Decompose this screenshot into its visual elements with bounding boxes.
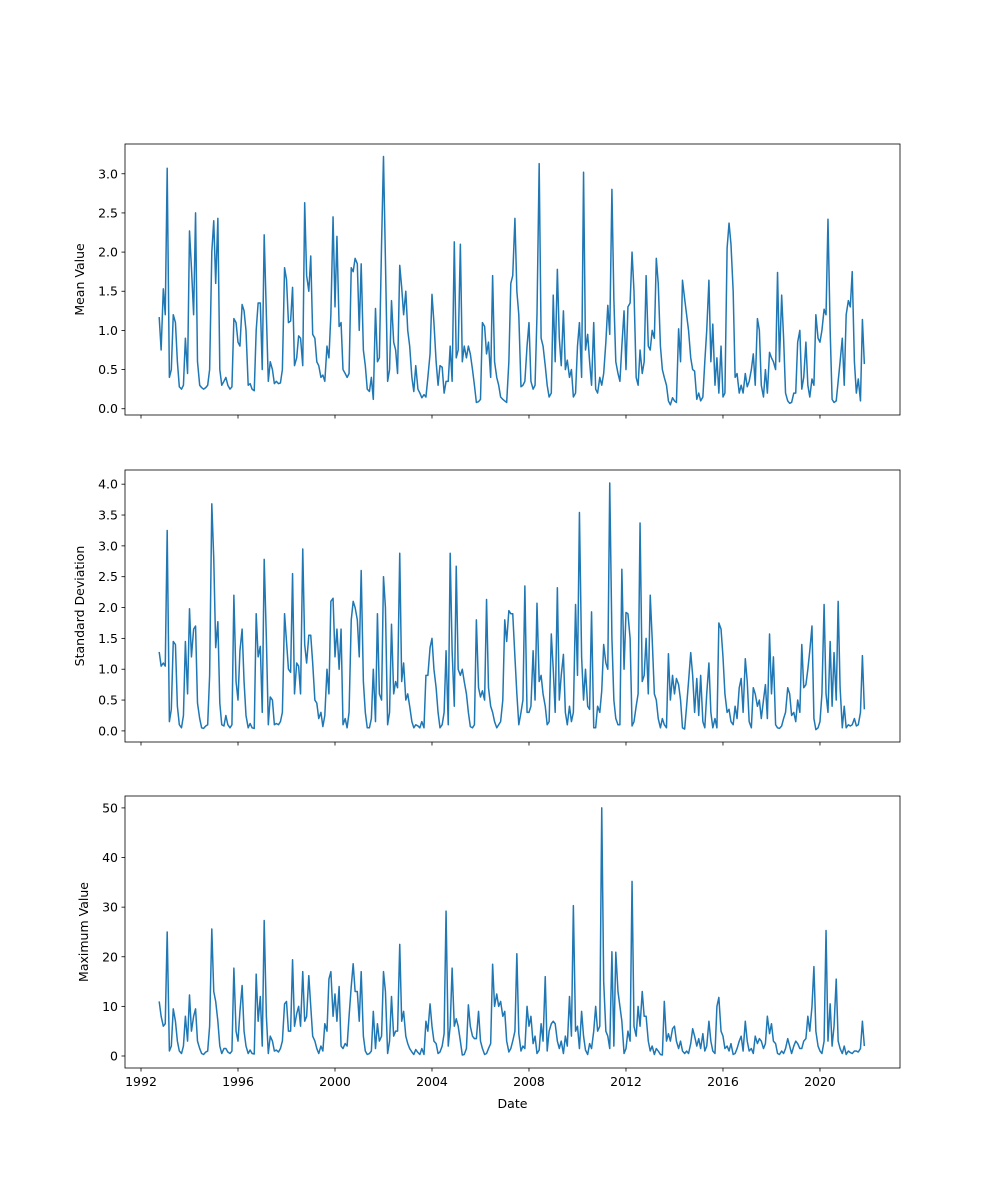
y-tick-label: 40	[102, 850, 118, 865]
y-tick-label: 1.5	[98, 284, 118, 299]
x-tick-label: 1996	[222, 1074, 254, 1089]
data-line	[158, 482, 866, 731]
y-tick-label: 2.5	[98, 569, 118, 584]
x-tick-label: 2012	[610, 1074, 642, 1089]
y-tick-label: 0.0	[98, 401, 118, 416]
y-tick-label: 0.0	[98, 723, 118, 738]
y-tick-label: 0.5	[98, 362, 118, 377]
x-tick-label: 2016	[707, 1074, 739, 1089]
y-tick-label: 0.5	[98, 693, 118, 708]
y-tick-label: 1.5	[98, 631, 118, 646]
data-line	[158, 807, 866, 1056]
y-tick-label: 3.0	[98, 166, 118, 181]
x-tick-label: 2004	[416, 1074, 448, 1089]
x-tick-label: 1992	[125, 1074, 157, 1089]
x-tick-label: 2020	[804, 1074, 836, 1089]
x-tick-label: 2000	[319, 1074, 351, 1089]
plot-frame	[124, 795, 901, 1069]
y-tick-label: 2.0	[98, 245, 118, 260]
y-tick-label: 2.0	[98, 600, 118, 615]
y-tick-label: 2.5	[98, 205, 118, 220]
y-tick-label: 50	[102, 800, 118, 815]
y-tick-label: 3.0	[98, 538, 118, 553]
y-axis-label: Standard Deviation	[72, 546, 87, 667]
y-tick-label: 0	[110, 1048, 118, 1063]
data-line	[158, 155, 866, 406]
x-tick-label: 2008	[513, 1074, 545, 1089]
y-tick-label: 1.0	[98, 662, 118, 677]
y-tick-label: 30	[102, 900, 118, 915]
y-tick-label: 3.5	[98, 508, 118, 523]
plot-frame	[124, 469, 901, 743]
plot-frame	[124, 143, 901, 416]
y-tick-label: 10	[102, 999, 118, 1014]
y-tick-label: 4.0	[98, 477, 118, 492]
y-axis-label: Maximum Value	[76, 882, 91, 982]
y-tick-label: 20	[102, 949, 118, 964]
x-axis-label: Date	[498, 1096, 528, 1111]
y-tick-label: 1.0	[98, 323, 118, 338]
y-axis-label: Mean Value	[72, 243, 87, 316]
